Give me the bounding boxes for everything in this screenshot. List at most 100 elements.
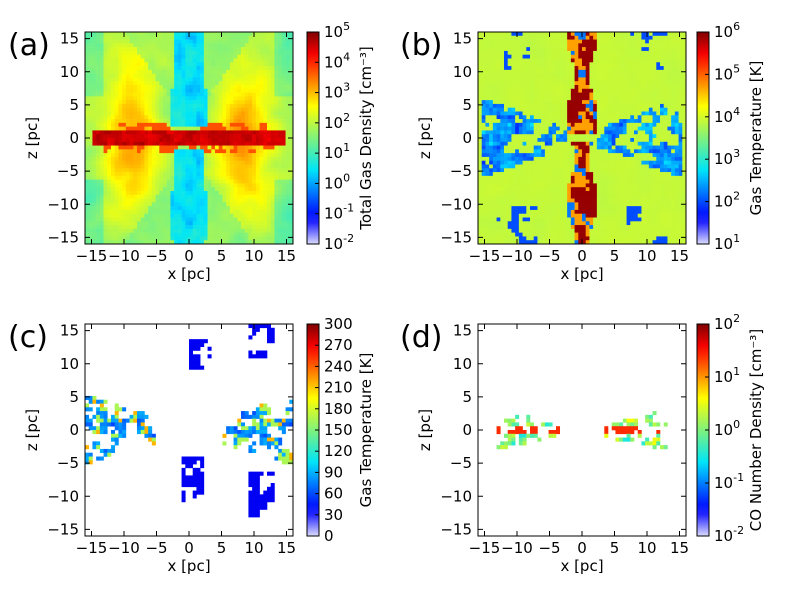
heatmap-cell (674, 115, 679, 120)
heatmap-cell (133, 69, 138, 74)
heatmap-cell (241, 32, 246, 37)
heatmap-cell (648, 96, 653, 101)
heatmap-cell (241, 35, 246, 40)
heatmap-cell (163, 115, 168, 120)
heatmap-cell (200, 77, 205, 82)
heatmap-cell (185, 225, 190, 230)
heatmap-cell (107, 47, 112, 52)
heatmap-cell (103, 43, 108, 48)
heatmap-cell (248, 198, 253, 203)
heatmap-cell (218, 126, 223, 131)
heatmap-cell (630, 50, 635, 56)
heatmap-cell (504, 54, 509, 59)
heatmap-cell (241, 85, 246, 90)
heatmap-cell (252, 134, 257, 139)
heatmap-cell (678, 73, 683, 78)
heatmap-cell (478, 107, 483, 112)
heatmap-cell (656, 111, 661, 116)
heatmap-cell (133, 73, 138, 78)
heatmap-cell (611, 107, 616, 112)
heatmap-cell (133, 130, 138, 135)
heatmap-cell (637, 66, 642, 71)
heatmap-cell (88, 62, 93, 67)
heatmap-cell (177, 183, 182, 188)
heatmap-cell (122, 66, 127, 71)
heatmap-cell (181, 209, 186, 215)
heatmap-cell (125, 119, 130, 124)
heatmap-cell (159, 221, 164, 226)
heatmap-cell (270, 240, 275, 245)
heatmap-cell (99, 209, 104, 215)
heatmap-cell (489, 58, 494, 63)
heatmap-cell (163, 138, 168, 143)
heatmap-cell (281, 138, 286, 143)
heatmap-cell (96, 35, 101, 40)
heatmap-cell (656, 32, 661, 37)
heatmap-cell (181, 172, 186, 177)
heatmap-cell (200, 54, 205, 59)
heatmap-cell (263, 88, 268, 93)
heatmap-cell (151, 92, 156, 97)
heatmap-cell (88, 119, 93, 124)
heatmap-cell (281, 236, 286, 241)
heatmap-cell (604, 85, 609, 90)
heatmap-cell (229, 206, 234, 211)
heatmap-cell (148, 172, 153, 177)
heatmap-cell (151, 138, 156, 143)
heatmap-cell (570, 54, 575, 59)
heatmap-cell (667, 111, 672, 116)
heatmap-cell (189, 232, 194, 237)
heatmap-cell (596, 145, 601, 150)
heatmap-cell (111, 66, 116, 71)
heatmap-cell (634, 149, 639, 154)
heatmap-cell (278, 164, 283, 169)
heatmap-cell (155, 107, 160, 112)
heatmap-cell (203, 77, 208, 82)
heatmap-cell (496, 149, 501, 154)
heatmap-cell (181, 179, 186, 184)
heatmap-cell (218, 69, 223, 74)
heatmap-cell (289, 100, 294, 105)
heatmap-cell (177, 35, 182, 40)
heatmap-cell (637, 81, 642, 86)
heatmap-cell (278, 103, 283, 109)
heatmap-cell (241, 126, 246, 131)
heatmap-cell (189, 160, 194, 165)
heatmap-cell (99, 58, 104, 63)
heatmap-cell (111, 43, 116, 48)
heatmap-cell (207, 138, 212, 143)
heatmap-cell (226, 206, 231, 211)
heatmap-cell (270, 96, 275, 101)
heatmap-cell (248, 58, 253, 63)
heatmap-cell (203, 164, 208, 169)
heatmap-cell (563, 115, 568, 120)
heatmap-cell (574, 77, 579, 82)
heatmap-cell (151, 43, 156, 48)
heatmap-cell (504, 111, 509, 116)
heatmap-cell (233, 69, 238, 74)
heatmap-cell (192, 134, 197, 139)
heatmap-cell (166, 107, 171, 112)
heatmap-cell (192, 156, 197, 162)
heatmap-cell (122, 96, 127, 101)
heatmap-cell (660, 115, 665, 120)
heatmap-cell (634, 96, 639, 101)
heatmap-cell (563, 54, 568, 59)
heatmap-cell (211, 217, 216, 222)
heatmap-cell (600, 73, 605, 78)
heatmap-cell (155, 198, 160, 203)
heatmap-cell (578, 96, 583, 101)
heatmap-cell (189, 62, 194, 67)
heatmap-cell (570, 88, 575, 93)
heatmap-cell (125, 73, 130, 78)
heatmap-cell (585, 115, 590, 120)
heatmap-cell (233, 54, 238, 59)
heatmap-cell (663, 119, 668, 124)
heatmap-cell (133, 187, 138, 192)
heatmap-cell (114, 183, 119, 188)
heatmap-cell (544, 130, 549, 135)
heatmap-cell (181, 198, 186, 203)
heatmap-cell (241, 232, 246, 237)
heatmap-cell (99, 69, 104, 74)
heatmap-cell (533, 134, 538, 139)
